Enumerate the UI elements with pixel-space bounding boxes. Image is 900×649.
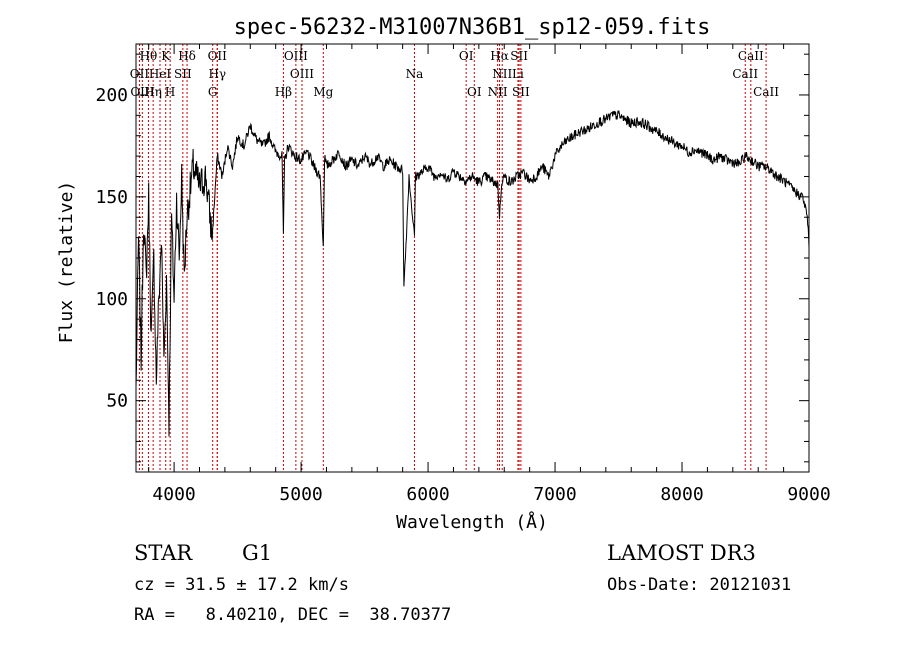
y-tick-label-2: 150 [95,187,128,208]
line-markers [138,44,767,472]
line-marker-label-6: Hα [490,49,509,63]
y-axis-label: Flux (relative) [56,181,77,344]
line-marker-label-19: Hη [144,85,162,99]
chart-title: spec-56232-M31007N36B1_sp12-059.fits [234,15,711,40]
object-subclass: G1 [242,541,272,565]
x-tick-label-0: 4000 [152,484,195,505]
object-class: STAR [134,541,193,565]
line-marker-label-26: SII [512,85,530,99]
line-marker-label-23: Mg [313,85,333,99]
line-marker-label-24: OI [467,85,482,99]
line-marker-label-11: SII [174,67,192,81]
x-tick-label-2: 6000 [406,484,449,505]
line-marker-label-21: G [208,85,218,99]
line-marker-label-2: Hδ [178,49,196,63]
coordinates: RA = 8.40210, DEC = 38.70377 [134,605,451,625]
line-marker-label-1: K [161,49,171,63]
y-tick-label-3: 200 [95,85,128,106]
line-marker-label-27: CaII [753,85,779,99]
line-marker-label-14: Na [406,67,424,81]
line-marker-label-15: NII [492,67,512,81]
line-marker-label-0: Hθ [140,49,158,63]
line-marker-label-3: OII [208,49,228,63]
line-marker-label-16: Li [512,67,524,81]
line-marker-label-17: CaII [732,67,758,81]
x-tick-label-5: 9000 [787,484,830,505]
x-tick-label-1: 5000 [279,484,322,505]
line-marker-label-12: Hγ [208,67,226,81]
line-marker-label-8: CaII [738,49,764,63]
x-tick-label-4: 8000 [660,484,703,505]
line-marker-label-9: OII [130,67,150,81]
y-tick-label-0: 50 [106,391,128,412]
x-tick-label-3: 7000 [533,484,576,505]
line-marker-label-22: Hβ [275,85,292,99]
line-marker-label-13: OIII [290,67,314,81]
line-marker-label-20: H [165,85,175,99]
x-axis-label: Wavelength (Å) [396,511,548,533]
spectrum-series [135,109,810,437]
line-marker-label-25: NII [488,85,508,99]
x-axis: 4000 5000 6000 7000 8000 9000 [148,44,831,505]
y-axis: 50 100 150 200 [95,53,809,463]
plot-frame [135,43,810,473]
obs-date: Obs-Date: 20121031 [607,575,791,595]
redshift-readout: cz = 31.5 ± 17.2 km/s [134,575,349,595]
line-marker-label-4: OIII [284,49,308,63]
survey-name: LAMOST DR3 [607,541,756,565]
line-marker-label-5: OI [459,49,474,63]
line-marker-label-10: HeI [149,67,172,81]
y-tick-label-1: 100 [95,289,128,310]
line-marker-label-7: SII [510,49,528,63]
spectrum-line [135,109,810,437]
